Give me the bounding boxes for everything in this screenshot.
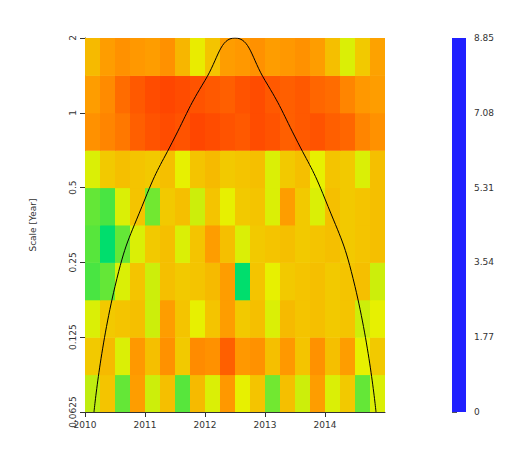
svg-text:0.5: 0.5 [68,180,78,194]
svg-text:2011: 2011 [134,420,157,430]
svg-text:3.54: 3.54 [474,257,494,267]
svg-text:0: 0 [474,407,480,417]
svg-text:1.77: 1.77 [474,332,494,342]
svg-text:0.25: 0.25 [68,252,78,272]
svg-text:0.0625: 0.0625 [67,396,78,428]
svg-text:2013: 2013 [254,420,277,430]
svg-text:2010: 2010 [74,420,97,430]
svg-text:2014: 2014 [314,420,337,430]
svg-text:7.08: 7.08 [474,108,494,118]
svg-text:0.125: 0.125 [68,324,78,350]
svg-text:1: 1 [68,110,78,116]
svg-text:5.31: 5.31 [474,183,494,193]
svg-text:2: 2 [68,35,78,41]
svg-text:2012: 2012 [194,420,217,430]
svg-text:Scale [Year]: Scale [Year] [28,198,38,251]
svg-text:8.85: 8.85 [474,33,494,43]
